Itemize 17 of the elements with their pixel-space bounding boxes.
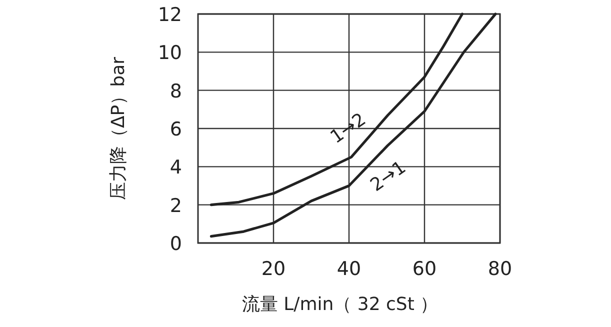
y-axis-title: 压力降（ΔP）bar bbox=[108, 56, 129, 200]
annotation: 1→2 bbox=[326, 108, 370, 148]
y-tick-label: 6 bbox=[170, 118, 182, 140]
x-tick-label: 60 bbox=[412, 258, 437, 280]
annotation: 2→1 bbox=[366, 156, 410, 196]
line-series bbox=[210, 12, 497, 238]
y-tick-label: 10 bbox=[158, 42, 182, 64]
y-tick-label: 4 bbox=[170, 156, 182, 179]
x-tick-label: 80 bbox=[488, 258, 512, 280]
y-tick-label: 8 bbox=[170, 80, 182, 102]
x-tick-label: 40 bbox=[336, 258, 362, 280]
line-series bbox=[210, 12, 464, 206]
y-tick-label: 0 bbox=[170, 233, 182, 255]
y-tick-label: 2 bbox=[170, 194, 182, 217]
y-tick-label: 12 bbox=[158, 4, 182, 26]
x-axis-title: 流量 L/min（ 32 cSt ） bbox=[242, 294, 438, 315]
x-tick-label: 20 bbox=[261, 258, 286, 280]
